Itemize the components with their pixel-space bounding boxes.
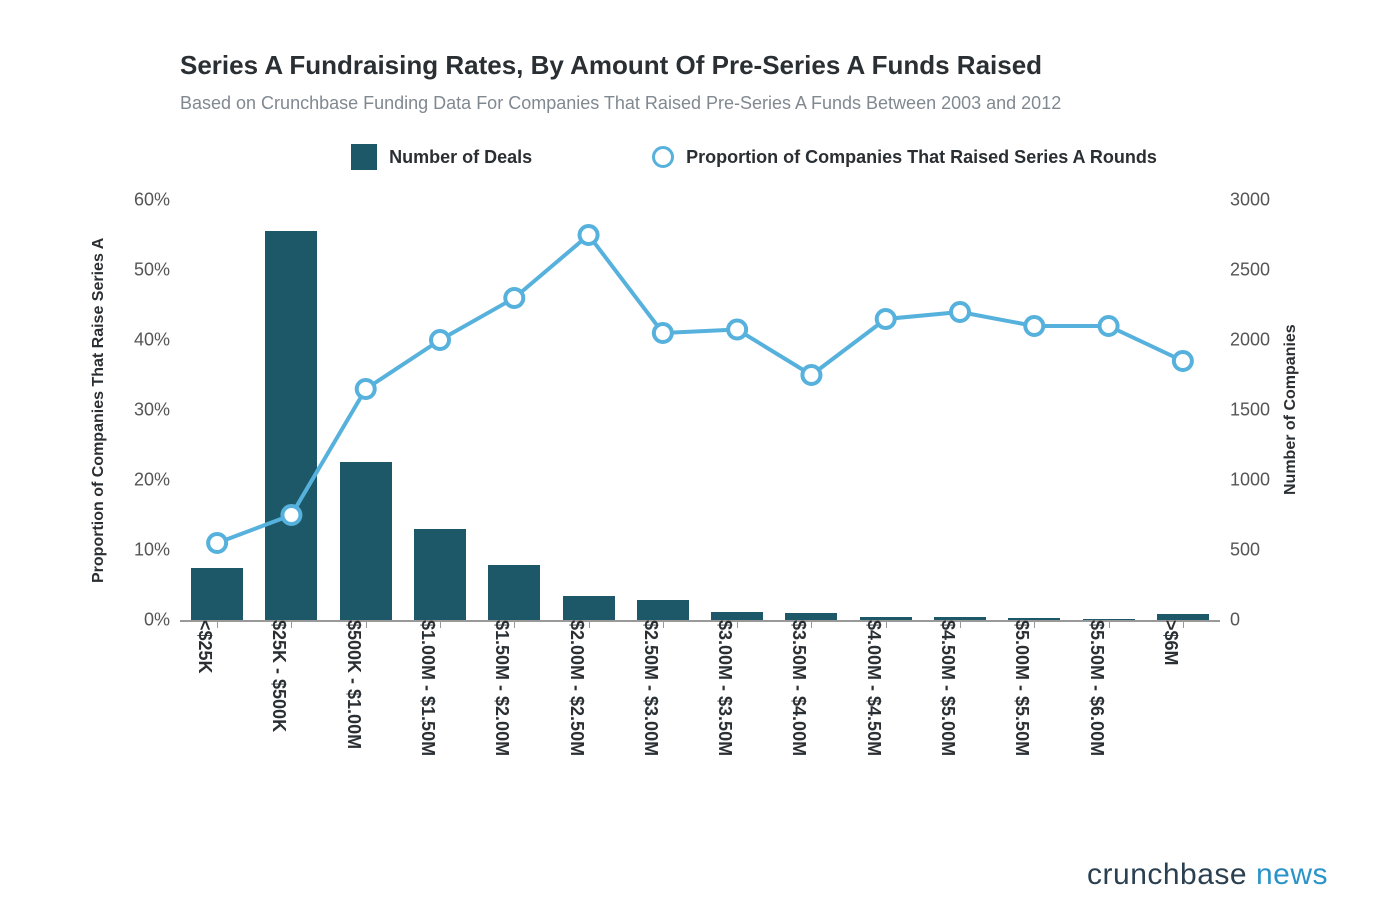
legend-line-label: Proportion of Companies That Raised Seri… [686,147,1157,168]
x-category-label: >$6M [1160,620,1191,666]
y-right-tick: 2500 [1230,260,1285,281]
x-category-label: $2.50M - $3.00M [640,620,671,756]
y-right-tick: 1500 [1230,400,1285,421]
x-category-label: $1.50M - $2.00M [491,620,522,756]
y-left-tick: 30% [120,400,170,421]
x-category-label: $5.50M - $6.00M [1086,620,1117,756]
y-left-axis-label: Proportion of Companies That Raise Serie… [90,200,108,620]
x-category-label: $25K - $500K [268,620,299,732]
y-left-tick: 10% [120,540,170,561]
attribution-main: crunchbase [1087,858,1256,891]
y-left-tick: 0% [120,610,170,631]
x-category-label: $4.00M - $4.50M [863,620,894,756]
y-left-tick: 60% [120,190,170,211]
plot-area: Proportion of Companies That Raise Serie… [180,200,1220,622]
chart-title: Series A Fundraising Rates, By Amount Of… [180,50,1328,81]
attribution: crunchbase news [1087,858,1328,892]
chart-subtitle: Based on Crunchbase Funding Data For Com… [180,93,1328,114]
y-right-tick: 2000 [1230,330,1285,351]
x-category-label: <$25K [194,620,225,674]
legend: Number of Deals Proportion of Companies … [180,144,1328,170]
y-left-tick: 40% [120,330,170,351]
bar-swatch-icon [351,144,377,170]
chart-container: Series A Fundraising Rates, By Amount Of… [0,0,1388,922]
legend-item-bars: Number of Deals [351,144,532,170]
xlabels-layer: <$25K$25K - $500K$500K - $1.00M$1.00M - … [180,200,1220,620]
legend-item-line: Proportion of Companies That Raised Seri… [652,144,1157,170]
y-right-tick: 3000 [1230,190,1285,211]
x-category-label: $3.00M - $3.50M [714,620,745,756]
x-category-label: $2.00M - $2.50M [566,620,597,756]
y-left-tick: 20% [120,470,170,491]
y-right-tick: 500 [1230,540,1285,561]
line-marker-icon [652,146,674,168]
y-right-tick: 0 [1230,610,1285,631]
x-category-label: $3.50M - $4.00M [788,620,819,756]
y-left-tick: 50% [120,260,170,281]
y-right-tick: 1000 [1230,470,1285,491]
legend-bar-label: Number of Deals [389,147,532,168]
x-category-label: $1.00M - $1.50M [417,620,448,756]
x-category-label: $5.00M - $5.50M [1011,620,1042,756]
x-category-label: $500K - $1.00M [343,620,374,749]
attribution-accent: news [1256,858,1328,891]
x-category-label: $4.50M - $5.00M [937,620,968,756]
